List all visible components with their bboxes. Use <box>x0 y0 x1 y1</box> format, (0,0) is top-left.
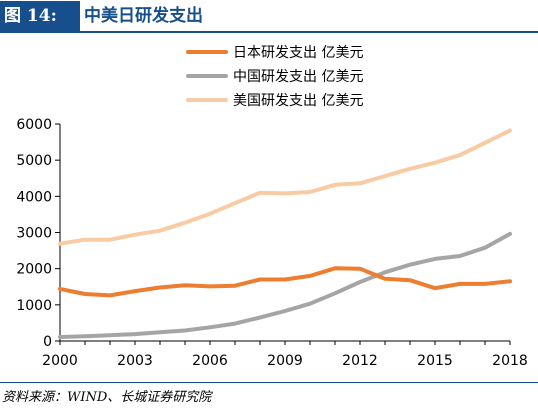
y-tick-label: 4000 <box>16 189 52 205</box>
figure-label: 图 14: <box>0 1 80 31</box>
y-tick-label: 5000 <box>16 153 52 169</box>
y-axis: 0 1000 2000 3000 4000 5000 6000 <box>16 117 61 350</box>
series-line <box>58 128 512 246</box>
source-note: 资料来源：WIND、长城证券研究院 <box>2 390 212 405</box>
y-tick-label: 3000 <box>16 226 52 242</box>
header-divider <box>0 31 538 33</box>
y-tick-label: 6000 <box>16 117 52 133</box>
series-line <box>58 266 512 298</box>
x-tick-label: 2018 <box>492 353 528 369</box>
x-tick-label: 2009 <box>267 353 303 369</box>
series-lines <box>58 128 512 339</box>
figure-header: 图 14: 中美日研发支出 <box>0 0 538 33</box>
y-tick-label: 0 <box>43 334 52 350</box>
series-line <box>58 231 512 339</box>
x-tick-label: 2006 <box>192 353 228 369</box>
x-tick-label: 2015 <box>417 353 453 369</box>
legend-label: 中国研发支出 亿美元 <box>233 69 363 85</box>
footer-divider <box>0 382 538 383</box>
legend-label: 美国研发支出 亿美元 <box>233 93 363 109</box>
legend-label: 日本研发支出 亿美元 <box>233 45 363 61</box>
figure-title: 中美日研发支出 <box>84 6 203 26</box>
x-tick-label: 2012 <box>342 353 378 369</box>
x-tick-label: 2000 <box>42 353 78 369</box>
y-tick-label: 1000 <box>16 298 52 314</box>
y-tick-label: 2000 <box>16 262 52 278</box>
x-tick-label: 2003 <box>117 353 153 369</box>
x-axis: 2000 2003 2006 2009 2012 2015 2018 <box>42 340 528 369</box>
